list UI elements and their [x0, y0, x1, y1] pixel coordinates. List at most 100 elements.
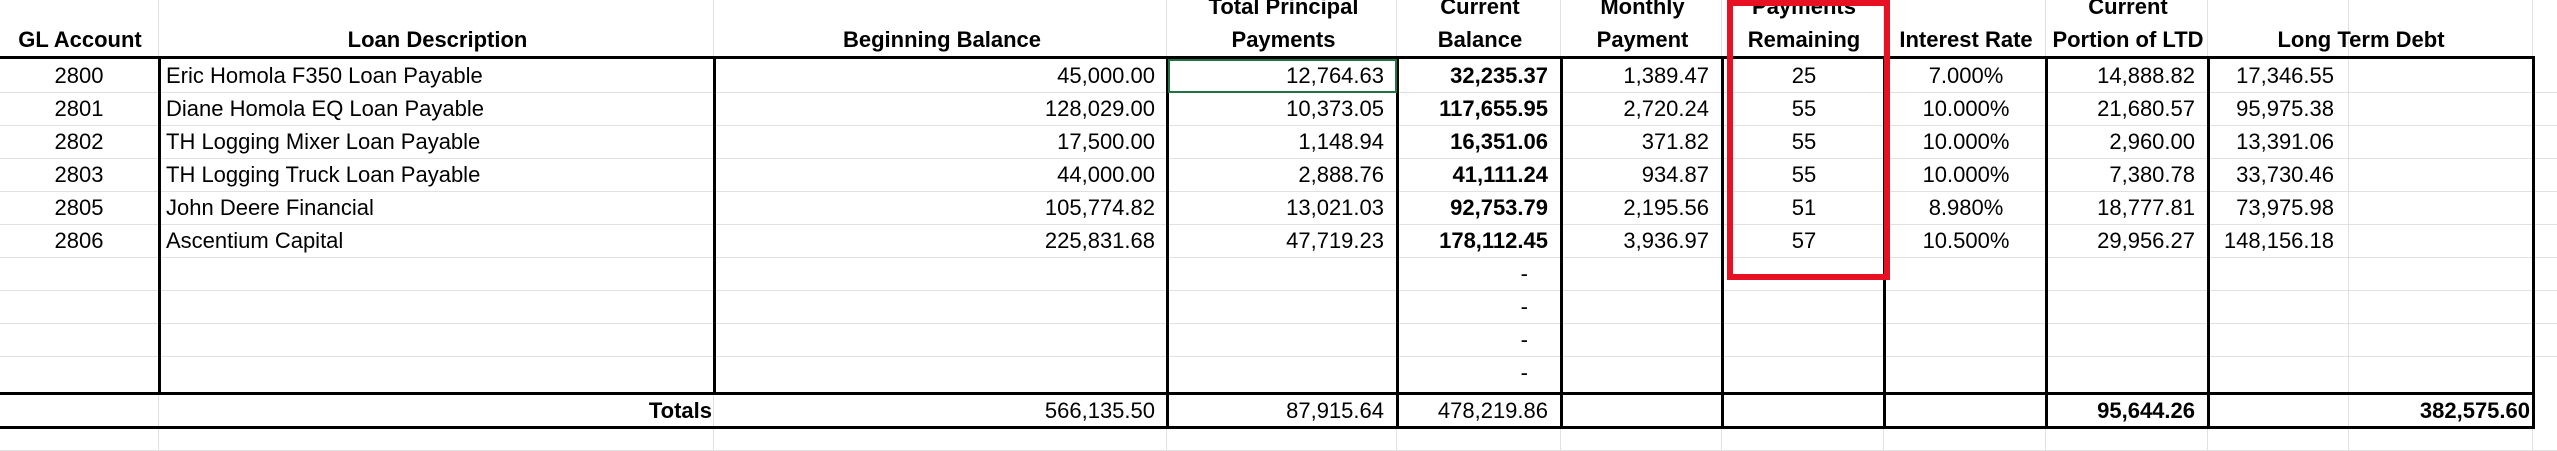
totals-label[interactable]: Totals: [648, 397, 712, 423]
cell-current-balance-empty[interactable]: -: [1520, 293, 1528, 319]
cell-loan-description[interactable]: TH Logging Truck Loan Payable: [166, 161, 481, 187]
cell-monthly-payment[interactable]: 3,936.97: [1623, 227, 1709, 253]
cell-loan-description[interactable]: John Deere Financial: [166, 194, 374, 220]
cell-principal-payments[interactable]: 47,719.23: [1286, 227, 1384, 253]
gridline-horizontal: [0, 356, 2557, 357]
cell-beginning-balance[interactable]: 105,774.82: [1044, 194, 1155, 220]
cell-current-balance[interactable]: 178,112.45: [1439, 227, 1548, 253]
cell-gl-account[interactable]: 2802: [54, 128, 104, 154]
cell-beginning-balance[interactable]: 128,029.00: [1044, 95, 1155, 121]
totals-long-term-debt[interactable]: 382,575.60: [2419, 397, 2530, 423]
cell-interest-rate[interactable]: 10.000%: [1922, 128, 2010, 154]
cell-current-portion[interactable]: 21,680.57: [2097, 95, 2195, 121]
header-current-portion-line1: Current: [2088, 0, 2168, 19]
cell-monthly-payment[interactable]: 934.87: [1641, 161, 1709, 187]
cell-current-balance[interactable]: 32,235.37: [1450, 62, 1548, 88]
header-monthly-payment-line2: Payment: [1596, 27, 1689, 52]
cell-long-term-debt[interactable]: 148,156.18: [2223, 227, 2334, 253]
header-current-portion-line2: Portion of LTD: [2052, 27, 2204, 52]
cell-gl-account[interactable]: 2801: [54, 95, 104, 121]
gridline-vertical: [2348, 0, 2349, 451]
column-border-principal: [1396, 56, 1399, 429]
cell-loan-description[interactable]: TH Logging Mixer Loan Payable: [166, 128, 481, 154]
cell-interest-rate[interactable]: 10.000%: [1922, 95, 2010, 121]
totals-current-portion[interactable]: 95,644.26: [2097, 397, 2195, 423]
gridline-horizontal: [0, 158, 2557, 159]
header-total-principal: Total Principal Payments: [1169, 0, 1398, 56]
column-border-current: [1560, 56, 1563, 429]
cell-interest-rate[interactable]: 10.500%: [1922, 227, 2010, 253]
cell-loan-description[interactable]: Eric Homola F350 Loan Payable: [166, 62, 483, 88]
column-border-gl: [158, 56, 161, 392]
active-cell-selection[interactable]: [1168, 59, 1397, 93]
cell-long-term-debt[interactable]: 33,730.46: [2236, 161, 2334, 187]
cell-current-balance[interactable]: 117,655.95: [1439, 95, 1548, 121]
gridline-horizontal: [0, 224, 2557, 225]
cell-long-term-debt[interactable]: 13,391.06: [2236, 128, 2334, 154]
cell-gl-account[interactable]: 2805: [54, 194, 104, 220]
totals-beginning-balance[interactable]: 566,135.50: [1044, 397, 1155, 423]
cell-current-portion[interactable]: 7,380.78: [2109, 161, 2195, 187]
cell-payments-remaining[interactable]: 51: [1791, 194, 1817, 220]
header-beginning-balance: Beginning Balance: [842, 27, 1042, 52]
cell-current-balance[interactable]: 41,111.24: [1452, 161, 1548, 187]
cell-monthly-payment[interactable]: 371.82: [1641, 128, 1709, 154]
cell-gl-account[interactable]: 2806: [54, 227, 104, 253]
header-total-principal-line1: Total Principal: [1208, 0, 1359, 19]
cell-payments-remaining[interactable]: 55: [1791, 128, 1817, 154]
column-border-beginning: [1166, 56, 1169, 429]
cell-loan-description[interactable]: Ascentium Capital: [166, 227, 344, 253]
cell-interest-rate[interactable]: 7.000%: [1928, 62, 2004, 88]
totals-current-balance[interactable]: 478,219.86: [1437, 397, 1548, 423]
cell-principal-payments[interactable]: 10,373.05: [1286, 95, 1384, 121]
cell-beginning-balance[interactable]: 225,831.68: [1044, 227, 1155, 253]
column-border-monthly: [1721, 56, 1724, 429]
cell-beginning-balance[interactable]: 17,500.00: [1057, 128, 1155, 154]
header-monthly-payment: Monthly Payment: [1562, 0, 1723, 56]
gridline-horizontal: [0, 125, 2557, 126]
cell-beginning-balance[interactable]: 45,000.00: [1057, 62, 1155, 88]
cell-beginning-balance[interactable]: 44,000.00: [1057, 161, 1155, 187]
header-total-principal-line2: Payments: [1231, 27, 1336, 52]
cell-interest-rate[interactable]: 8.980%: [1928, 194, 2004, 220]
cell-payments-remaining[interactable]: 55: [1791, 95, 1817, 121]
cell-current-portion[interactable]: 2,960.00: [2109, 128, 2195, 154]
cell-current-balance-empty[interactable]: -: [1520, 359, 1528, 385]
cell-principal-payments[interactable]: 2,888.76: [1298, 161, 1384, 187]
header-long-term-debt: Long Term Debt: [2277, 27, 2445, 52]
cell-payments-remaining[interactable]: 57: [1791, 227, 1817, 253]
totals-principal-payments[interactable]: 87,915.64: [1286, 397, 1384, 423]
cell-current-portion[interactable]: 14,888.82: [2097, 62, 2195, 88]
column-border-right-edge: [2532, 56, 2535, 429]
cell-long-term-debt[interactable]: 17,346.55: [2236, 62, 2334, 88]
cell-gl-account[interactable]: 2803: [54, 161, 104, 187]
gridline-horizontal: [0, 323, 2557, 324]
cell-gl-account[interactable]: 2800: [54, 62, 104, 88]
cell-principal-payments[interactable]: 1,148.94: [1298, 128, 1384, 154]
header-monthly-payment-line1: Monthly: [1600, 0, 1685, 19]
cell-current-balance-empty[interactable]: -: [1520, 326, 1528, 352]
cell-principal-payments[interactable]: 13,021.03: [1286, 194, 1384, 220]
gridline-horizontal: [0, 290, 2557, 291]
cell-monthly-payment[interactable]: 1,389.47: [1623, 62, 1709, 88]
cell-current-balance[interactable]: 92,753.79: [1450, 194, 1548, 220]
cell-principal-payments[interactable]: 12,764.63: [1286, 62, 1384, 88]
cell-monthly-payment[interactable]: 2,720.24: [1623, 95, 1709, 121]
header-gl-account: GL Account: [18, 27, 142, 52]
cell-long-term-debt[interactable]: 95,975.38: [2236, 95, 2334, 121]
cell-current-balance-empty[interactable]: -: [1520, 260, 1528, 286]
cell-current-portion[interactable]: 29,956.27: [2097, 227, 2195, 253]
cell-current-portion[interactable]: 18,777.81: [2097, 194, 2195, 220]
cell-long-term-debt[interactable]: 73,975.98: [2236, 194, 2334, 220]
cell-payments-remaining[interactable]: 55: [1791, 161, 1817, 187]
payments-remaining-highlight: [1727, 0, 1890, 280]
cell-interest-rate[interactable]: 10.000%: [1922, 161, 2010, 187]
header-current-balance: Current Balance: [1398, 0, 1562, 56]
column-border-description: [713, 56, 716, 392]
gridline-horizontal: [0, 257, 2557, 258]
cell-current-balance[interactable]: 16,351.06: [1450, 128, 1548, 154]
cell-loan-description[interactable]: Diane Homola EQ Loan Payable: [166, 95, 484, 121]
cell-payments-remaining[interactable]: 25: [1791, 62, 1817, 88]
cell-monthly-payment[interactable]: 2,195.56: [1623, 194, 1709, 220]
column-border-interest: [2045, 56, 2048, 429]
